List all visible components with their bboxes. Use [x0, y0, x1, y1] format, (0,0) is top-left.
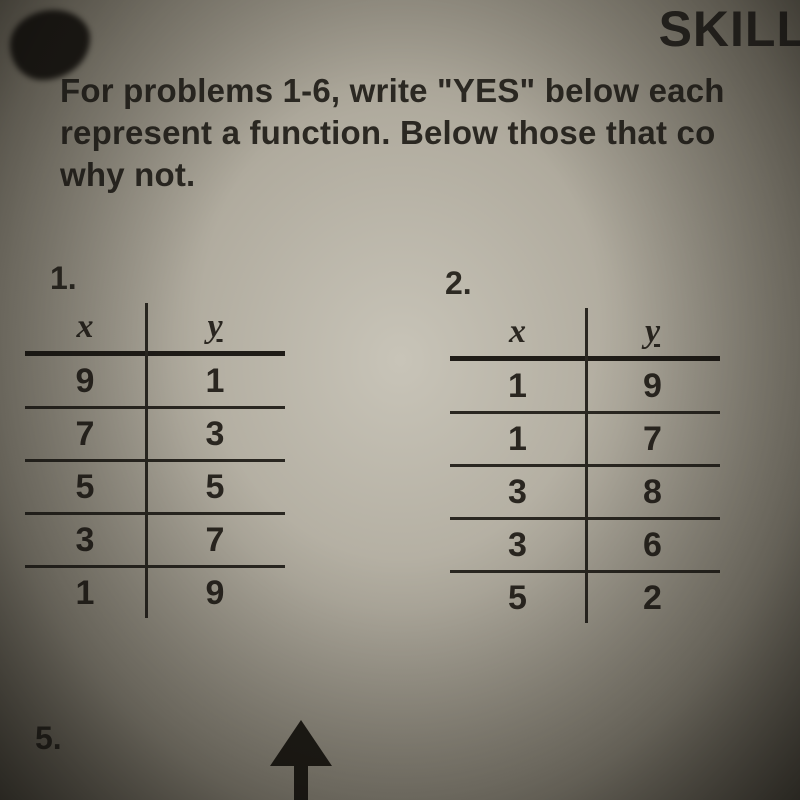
cell-y: 6: [585, 526, 720, 565]
instructions-line: For problems 1-6, write "YES" below each: [60, 72, 725, 109]
cell-x: 3: [450, 473, 585, 512]
table-row: 1 9: [25, 568, 285, 618]
cell-x: 1: [25, 574, 145, 613]
column-header-y: y: [585, 313, 720, 351]
cell-x: 3: [450, 526, 585, 565]
cell-x: 9: [25, 362, 145, 401]
cell-x: 3: [25, 521, 145, 560]
xy-table: x y 9 1 7 3 5 5 3 7 1: [25, 303, 285, 618]
table-row: 5 5: [25, 462, 285, 515]
instructions-line: represent a function. Below those that c…: [60, 114, 715, 151]
cell-y: 3: [145, 415, 285, 454]
instructions-line: why not.: [60, 156, 195, 193]
column-header-y: y: [145, 308, 285, 346]
cell-y: 7: [145, 521, 285, 560]
column-header-x: x: [450, 313, 585, 351]
problem-2: 2. x y 1 9 1 7 3 8 3 6: [420, 265, 720, 623]
xy-table: x y 1 9 1 7 3 8 3 6 5: [450, 308, 720, 623]
cell-x: 7: [25, 415, 145, 454]
table-vertical-rule: [585, 308, 588, 623]
page-heading-cutoff: SKILL: [659, 0, 800, 58]
instructions-text: For problems 1-6, write "YES" below each…: [60, 70, 800, 197]
problem-number: 2.: [445, 265, 720, 302]
arrow-stem: [294, 750, 308, 800]
problem-number: 1.: [50, 260, 285, 297]
cell-x: 1: [450, 367, 585, 406]
cell-y: 5: [145, 468, 285, 507]
cell-y: 7: [585, 420, 720, 459]
problem-number: 5.: [35, 720, 62, 757]
cell-y: 9: [145, 574, 285, 613]
table-row: 3 7: [25, 515, 285, 568]
problem-1: 1. x y 9 1 7 3 5 5 3 7: [25, 260, 285, 618]
cell-y: 8: [585, 473, 720, 512]
table-vertical-rule: [145, 303, 148, 618]
table-header-row: x y: [25, 303, 285, 356]
table-row: 7 3: [25, 409, 285, 462]
cell-x: 5: [25, 468, 145, 507]
cell-y: 1: [145, 362, 285, 401]
cell-y: 9: [585, 367, 720, 406]
column-header-x: x: [25, 308, 145, 346]
problem-5: 5.: [35, 720, 62, 763]
table-row: 9 1: [25, 356, 285, 409]
cell-x: 1: [450, 420, 585, 459]
cell-x: 5: [450, 579, 585, 618]
cell-y: 2: [585, 579, 720, 618]
worksheet-photo: SKILL For problems 1-6, write "YES" belo…: [0, 0, 800, 800]
